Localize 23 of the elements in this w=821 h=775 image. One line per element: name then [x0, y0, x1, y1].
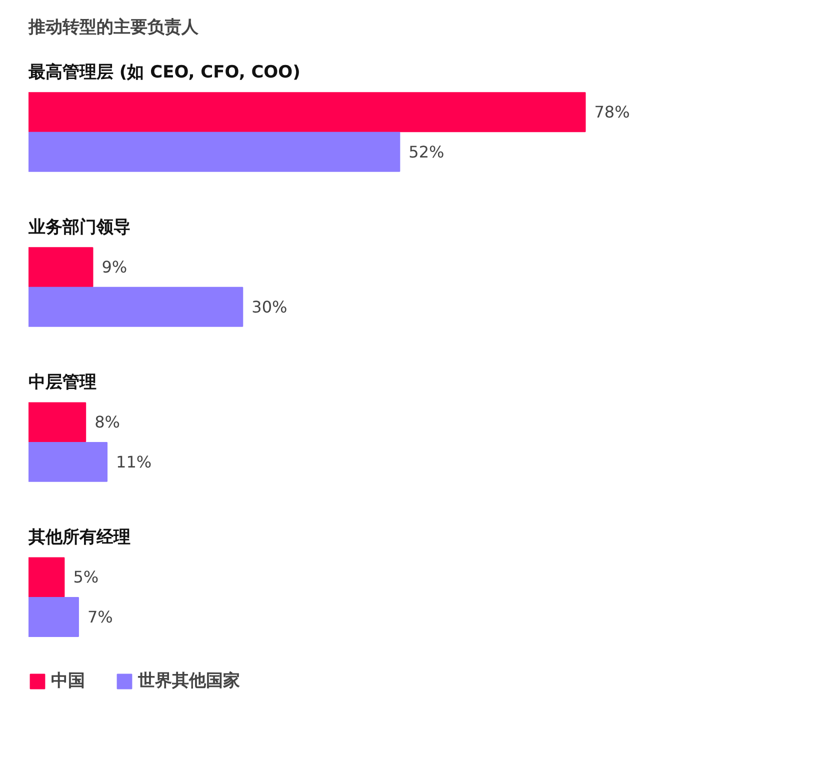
legend-label: 世界其他国家 — [138, 670, 240, 692]
bar — [28, 132, 400, 172]
bar — [28, 92, 586, 132]
data-label: 5% — [73, 568, 99, 587]
data-label: 52% — [408, 142, 444, 162]
bar — [28, 286, 244, 327]
legend-label: 中国 — [51, 670, 85, 692]
bar — [28, 442, 108, 482]
data-label: 7% — [87, 607, 113, 626]
bar — [28, 557, 65, 598]
y-tick-label: 业务部门领导 — [28, 217, 130, 238]
bar — [28, 402, 86, 442]
y-tick-label: 最高管理层 (如 CEO, CFO, COO) — [28, 62, 300, 82]
data-label: 11% — [116, 452, 152, 472]
data-label: 78% — [594, 102, 630, 122]
bar — [28, 596, 79, 637]
data-label: 30% — [252, 297, 288, 316]
y-tick-label: 中层管理 — [28, 372, 96, 392]
y-tick-label: 其他所有经理 — [28, 527, 130, 548]
chart-title: 推动转型的主要负责人 — [28, 18, 200, 38]
bar — [28, 247, 94, 288]
data-label: 8% — [94, 412, 120, 432]
data-label: 9% — [102, 258, 128, 277]
